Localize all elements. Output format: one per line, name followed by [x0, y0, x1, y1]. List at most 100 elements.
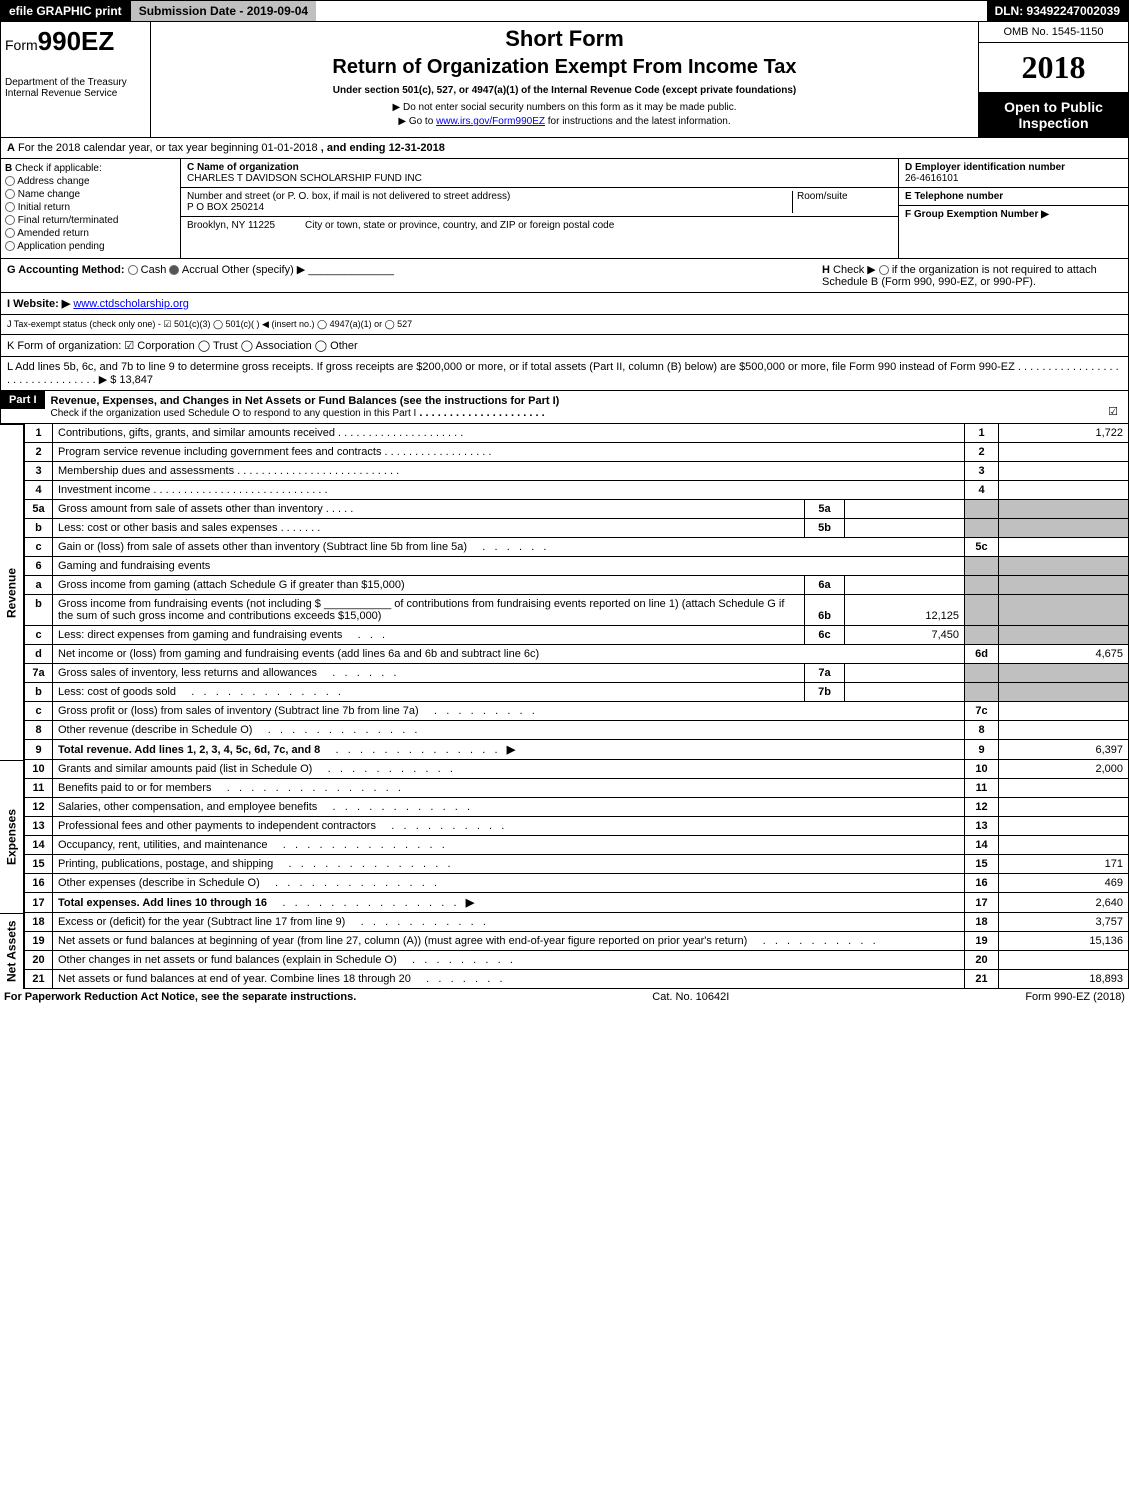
line-label: 18 — [965, 913, 999, 932]
line-num: d — [25, 645, 53, 664]
part1-checkbox[interactable]: ☑ — [1098, 391, 1128, 418]
opt-amended-return[interactable]: Amended return — [5, 228, 176, 239]
line-desc: Gross income from gaming (attach Schedul… — [53, 576, 805, 595]
sub-value — [845, 683, 965, 702]
line-desc: Less: direct expenses from gaming and fu… — [53, 626, 805, 645]
form-num: 990EZ — [38, 26, 115, 56]
line-label: 12 — [965, 798, 999, 817]
line-label: 19 — [965, 932, 999, 951]
line-8: 8Other revenue (describe in Schedule O) … — [25, 721, 1129, 740]
line-desc: Excess or (deficit) for the year (Subtra… — [53, 913, 965, 932]
opt-label: Application pending — [17, 241, 104, 252]
line-label: 8 — [965, 721, 999, 740]
line-desc: Other revenue (describe in Schedule O) .… — [53, 721, 965, 740]
i-label: I Website: ▶ — [7, 298, 70, 310]
radio-icon[interactable] — [169, 265, 179, 275]
line-label: 4 — [965, 481, 999, 500]
l-amount: 13,847 — [119, 374, 153, 386]
line-16: 16Other expenses (describe in Schedule O… — [25, 874, 1129, 893]
line-num: 3 — [25, 462, 53, 481]
line-desc: Investment income . . . . . . . . . . . … — [53, 481, 965, 500]
line-17: 17Total expenses. Add lines 10 through 1… — [25, 893, 1129, 913]
radio-icon — [5, 202, 15, 212]
line-amount: 171 — [999, 855, 1129, 874]
subtitle: Under section 501(c), 527, or 4947(a)(1)… — [155, 85, 974, 96]
top-bar: efile GRAPHIC print Submission Date - 20… — [0, 0, 1129, 22]
tax-year: 2018 — [979, 43, 1128, 93]
website-link[interactable]: www.ctdscholarship.org — [73, 298, 189, 310]
line-9: 9Total revenue. Add lines 1, 2, 3, 4, 5c… — [25, 740, 1129, 760]
opt-application-pending[interactable]: Application pending — [5, 241, 176, 252]
line-14: 14Occupancy, rent, utilities, and mainte… — [25, 836, 1129, 855]
line-15: 15Printing, publications, postage, and s… — [25, 855, 1129, 874]
section-c: C Name of organization CHARLES T DAVIDSO… — [181, 159, 898, 258]
line-num: 21 — [25, 970, 53, 989]
radio-icon — [5, 176, 15, 186]
line-13: 13Professional fees and other payments t… — [25, 817, 1129, 836]
line-num: 6 — [25, 557, 53, 576]
line-num: 18 — [25, 913, 53, 932]
line-label: 21 — [965, 970, 999, 989]
opt-final-return[interactable]: Final return/terminated — [5, 215, 176, 226]
line-amount — [999, 538, 1129, 557]
addr-label: Number and street (or P. O. box, if mail… — [187, 191, 792, 202]
section-k: K Form of organization: ☑ Corporation ◯ … — [0, 335, 1129, 357]
line-amount — [999, 951, 1129, 970]
line-label: 17 — [965, 893, 999, 913]
sub-value — [845, 519, 965, 538]
line-4: 4Investment income . . . . . . . . . . .… — [25, 481, 1129, 500]
line-desc: Total expenses. Add lines 10 through 16 … — [53, 893, 965, 913]
line-num: c — [25, 702, 53, 721]
radio-icon[interactable] — [879, 265, 889, 275]
org-address: P O BOX 250214 — [187, 202, 792, 213]
opt-label: Amended return — [17, 228, 89, 239]
line-amount-shaded — [999, 576, 1129, 595]
footer-left: For Paperwork Reduction Act Notice, see … — [4, 991, 356, 1003]
line-amount: 2,640 — [999, 893, 1129, 913]
arrow-icon: ▶ — [1041, 209, 1049, 220]
sub-value: 12,125 — [845, 595, 965, 626]
line-num: 13 — [25, 817, 53, 836]
line-amount: 2,000 — [999, 760, 1129, 779]
opt-initial-return[interactable]: Initial return — [5, 202, 176, 213]
line-desc: Program service revenue including govern… — [53, 443, 965, 462]
line-amount — [999, 721, 1129, 740]
open-to-public: Open to Public Inspection — [979, 93, 1128, 137]
section-g: G Accounting Method: Cash Accrual Other … — [7, 263, 394, 288]
footer: For Paperwork Reduction Act Notice, see … — [0, 989, 1129, 1005]
line-desc: Contributions, gifts, grants, and simila… — [53, 424, 965, 443]
line-amount: 3,757 — [999, 913, 1129, 932]
part1-label: Part I — [1, 391, 45, 409]
part1-header: Part I Revenue, Expenses, and Changes in… — [0, 391, 1129, 424]
line-num: 11 — [25, 779, 53, 798]
city-row: Brooklyn, NY 11225 City or town, state o… — [181, 217, 898, 234]
line-amount-shaded — [999, 519, 1129, 538]
section-f: F Group Exemption Number ▶ — [899, 206, 1128, 223]
line-num: 14 — [25, 836, 53, 855]
sub-label: 6c — [805, 626, 845, 645]
opt-address-change[interactable]: Address change — [5, 176, 176, 187]
revenue-table: 1Contributions, gifts, grants, and simil… — [24, 424, 1129, 760]
section-e: E Telephone number — [899, 188, 1128, 206]
irs-link[interactable]: www.irs.gov/Form990EZ — [436, 116, 545, 127]
efile-print-button[interactable]: efile GRAPHIC print — [1, 1, 130, 21]
form-prefix: Form — [5, 37, 38, 53]
section-l: L Add lines 5b, 6c, and 7b to line 9 to … — [0, 357, 1129, 391]
line-label: 15 — [965, 855, 999, 874]
line-label-shaded — [965, 595, 999, 626]
line-num: b — [25, 683, 53, 702]
opt-label: Address change — [17, 176, 89, 187]
part1-title-text: Revenue, Expenses, and Changes in Net As… — [51, 395, 560, 407]
revenue-block: Revenue 1Contributions, gifts, grants, a… — [0, 424, 1129, 760]
line-num: 5a — [25, 500, 53, 519]
line-num: 8 — [25, 721, 53, 740]
radio-icon[interactable] — [128, 265, 138, 275]
opt-name-change[interactable]: Name change — [5, 189, 176, 200]
line-num: 2 — [25, 443, 53, 462]
line-desc: Benefits paid to or for members . . . . … — [53, 779, 965, 798]
line-amount-shaded — [999, 557, 1129, 576]
section-j: J Tax-exempt status (check only one) - ☑… — [0, 315, 1129, 335]
line-amount: 15,136 — [999, 932, 1129, 951]
k-text: K Form of organization: ☑ Corporation ◯ … — [7, 340, 358, 352]
footer-center: Cat. No. 10642I — [652, 991, 729, 1003]
